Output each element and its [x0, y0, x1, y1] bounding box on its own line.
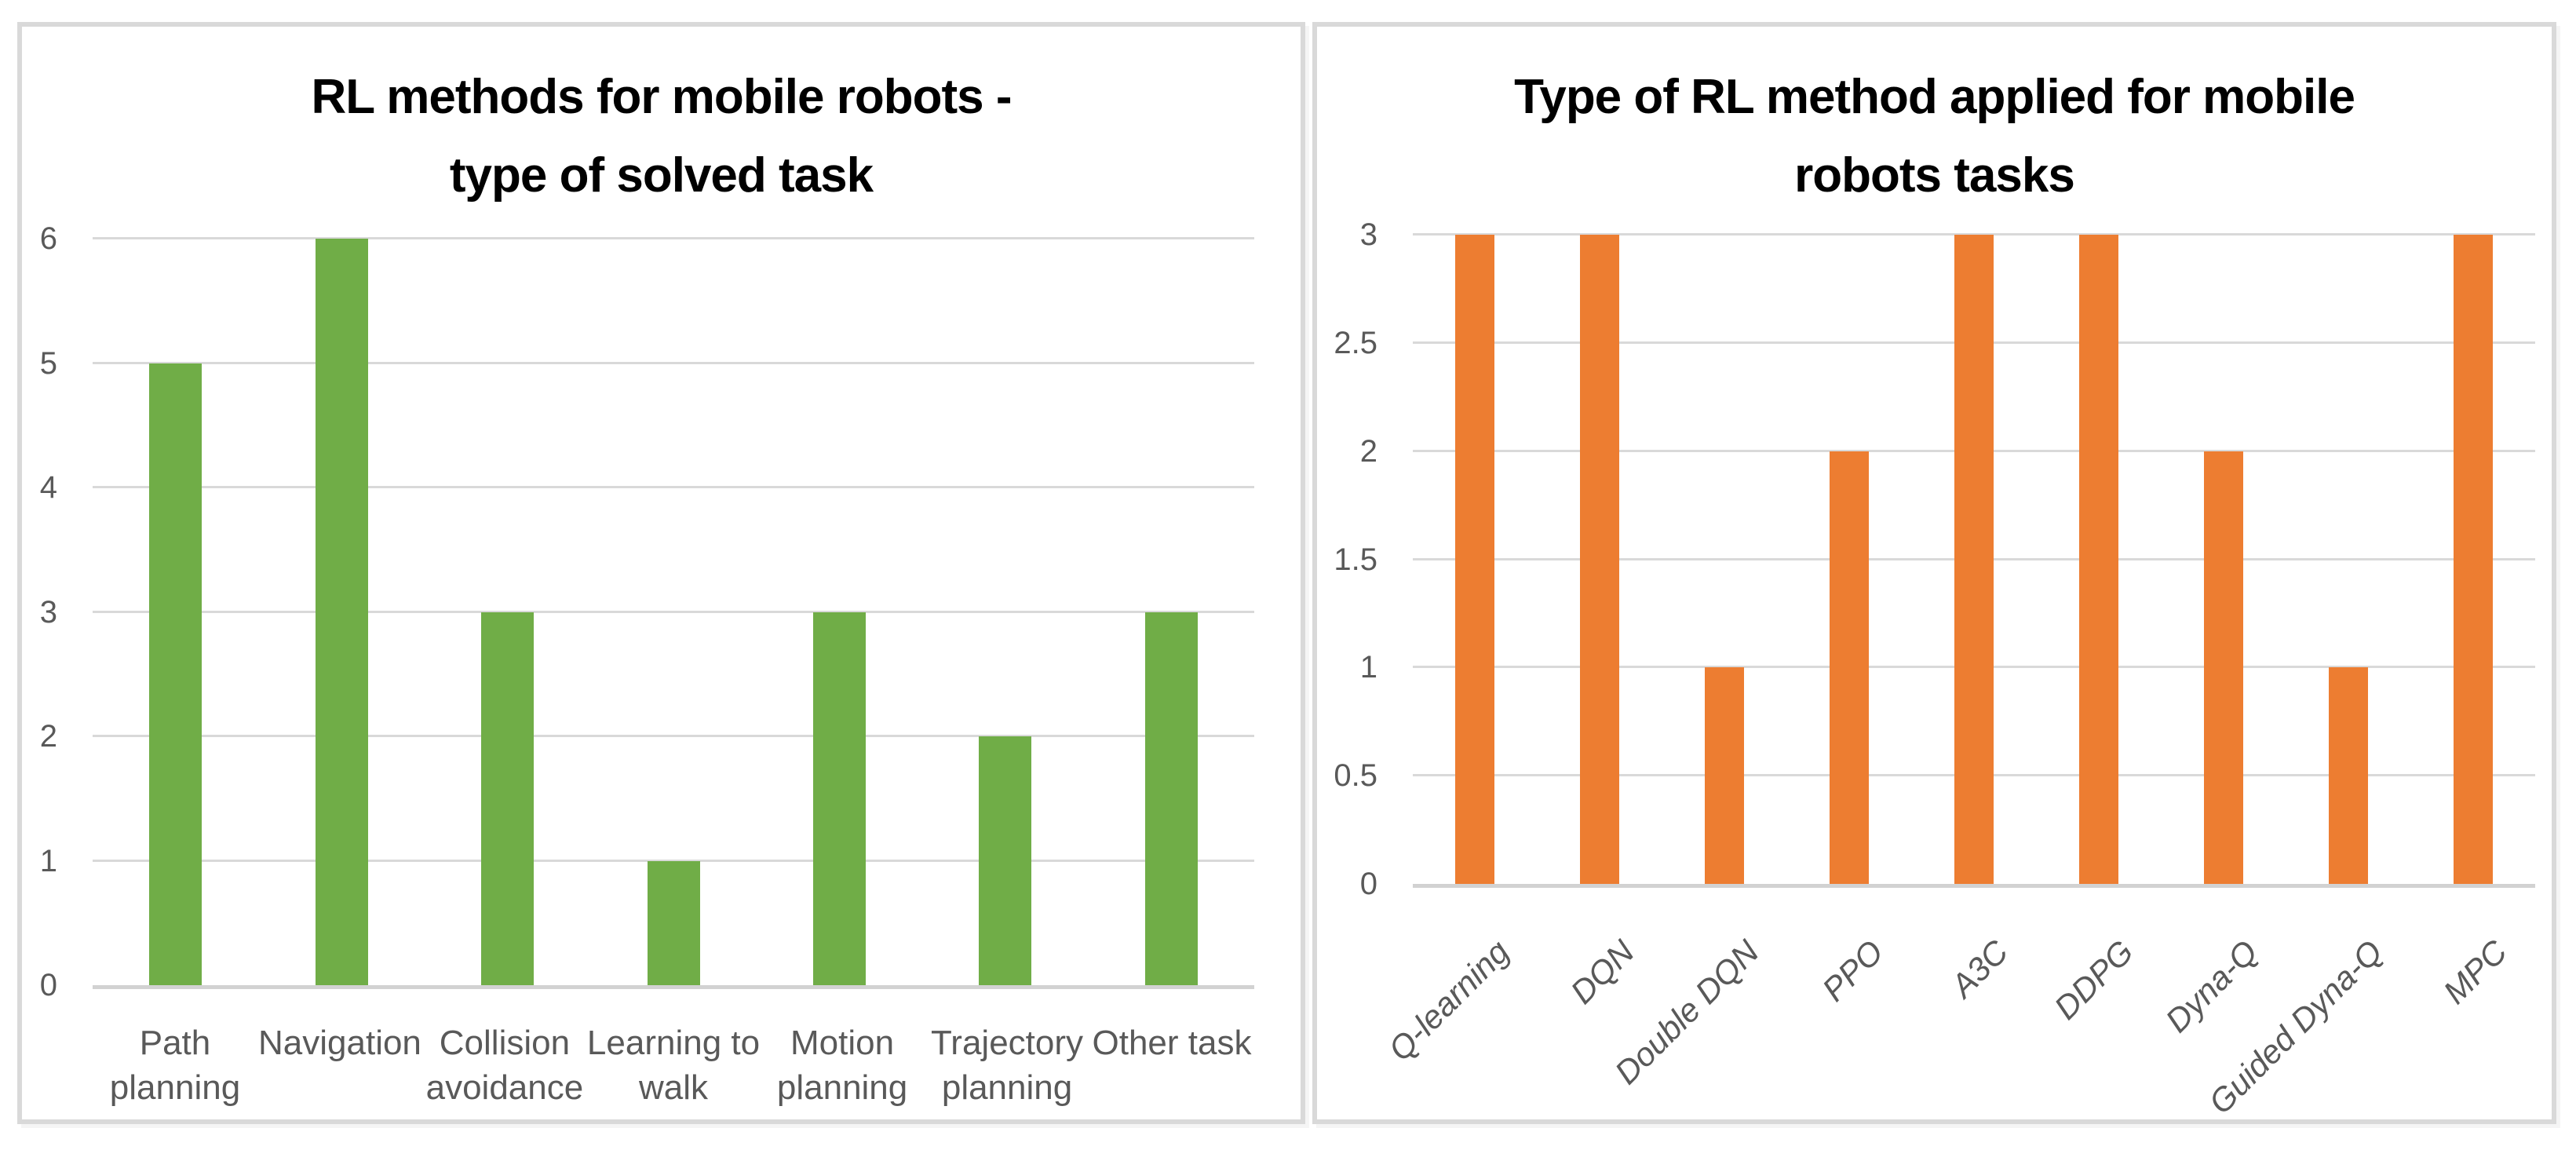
x-category-label: Navigation	[258, 1024, 421, 1062]
y-axis-tick-label: 3	[39, 594, 57, 630]
y-axis-tick-label: 3	[1359, 217, 1377, 252]
bar-guided-dyna-q	[2328, 667, 2368, 884]
y-axis-tick-label: 5	[39, 345, 57, 381]
x-category-label: MPC	[2436, 933, 2515, 1011]
y-axis-tick-label: 2.5	[1334, 325, 1377, 360]
gridline	[93, 237, 1254, 239]
x-category-label: Trajectory planning	[931, 1024, 1084, 1107]
y-axis-tick-label: 1	[1359, 650, 1377, 685]
gridline	[93, 610, 1254, 613]
x-category-label: Path planning	[109, 1024, 241, 1107]
x-category-label: PPO	[1815, 933, 1891, 1009]
chart-panel-solved-tasks: RL methods for mobile robots - type of s…	[17, 22, 1305, 1124]
gridline	[93, 486, 1254, 489]
bar-collision-avoidance	[481, 612, 535, 985]
y-axis-tick-label: 2	[39, 719, 57, 754]
x-category-label: DQN	[1563, 933, 1641, 1011]
bar-motion-planning	[812, 612, 866, 985]
gridline	[93, 859, 1254, 862]
chart-panel-rl-methods: Type of RL method applied for mobile rob…	[1312, 22, 2556, 1124]
bar-navigation	[315, 239, 368, 985]
gridline	[93, 735, 1254, 738]
bar-series	[1413, 235, 2535, 884]
y-axis-tick-label: 0	[39, 968, 57, 1002]
bar-ppo	[1830, 451, 1870, 884]
x-category-label: Motion planning	[776, 1024, 908, 1107]
x-category-label: Dyna-Q	[2158, 933, 2265, 1039]
bar-series	[93, 239, 1254, 985]
y-axis-tick-label: 1.5	[1334, 542, 1377, 577]
y-axis-tick-label: 0	[1359, 867, 1377, 901]
gridline	[1413, 233, 2535, 235]
bar-dyna-q	[2203, 451, 2243, 884]
chart-title-line-2: type of solved task	[449, 148, 874, 203]
gridline	[93, 361, 1254, 364]
chart-title: Type of RL method applied for mobile rob…	[1317, 58, 2552, 215]
x-category-label: Other task	[1092, 1024, 1252, 1062]
x-category-label: DDPG	[2046, 933, 2140, 1027]
bar-trajectory-planning	[979, 736, 1032, 985]
y-axis-tick-label: 2	[1359, 433, 1377, 469]
y-axis: 0 0.5 1 1.5 2 2.5 3	[1334, 217, 2535, 901]
gridlines	[93, 237, 1254, 985]
chart-title-line-1: Type of RL method applied for mobile	[1514, 70, 2355, 124]
bar-ddpg	[2078, 235, 2118, 884]
x-category-label: Learning to walk	[586, 1024, 761, 1107]
y-axis-tick-label: 4	[39, 470, 57, 506]
y-axis: 0 1 2 3 4 5 6	[40, 221, 1254, 1002]
bar-double-dqn	[1705, 667, 1745, 884]
y-axis-tick-label: 6	[39, 221, 57, 256]
x-axis-labels: Path planning Navigation Collision avoidance…	[93, 1020, 1254, 1110]
plot-area: 0 1 2 3 4 5 6	[40, 221, 1254, 1002]
chart-title-line-1: RL methods for mobile robots -	[311, 70, 1013, 124]
chart-title: RL methods for mobile robots - type of s…	[22, 58, 1301, 215]
plot-area: 0 0.5 1 1.5 2 2.5 3	[1334, 217, 2535, 901]
x-category-label: Q-learning	[1381, 933, 1517, 1068]
bar-path-planning	[149, 363, 203, 985]
chart-title-line-2: robots tasks	[1794, 148, 2075, 203]
bar-other-task	[1144, 612, 1198, 985]
y-axis-tick-label: 1	[39, 843, 57, 878]
bar-learning-to-walk	[647, 860, 700, 985]
x-axis-labels: Q-learning DQN Double DQN PPO A3C DDPG Dyna-Q G…	[1381, 910, 2535, 1161]
x-category-label: Collision avoidance	[425, 1024, 584, 1107]
y-axis-tick-label: 0.5	[1334, 758, 1377, 794]
bar-a3c	[1954, 235, 1994, 884]
x-category-label: A3C	[1943, 933, 2016, 1005]
bar-q-learning	[1455, 235, 1495, 884]
bar-mpc	[2453, 235, 2493, 884]
bar-dqn	[1580, 235, 1620, 884]
